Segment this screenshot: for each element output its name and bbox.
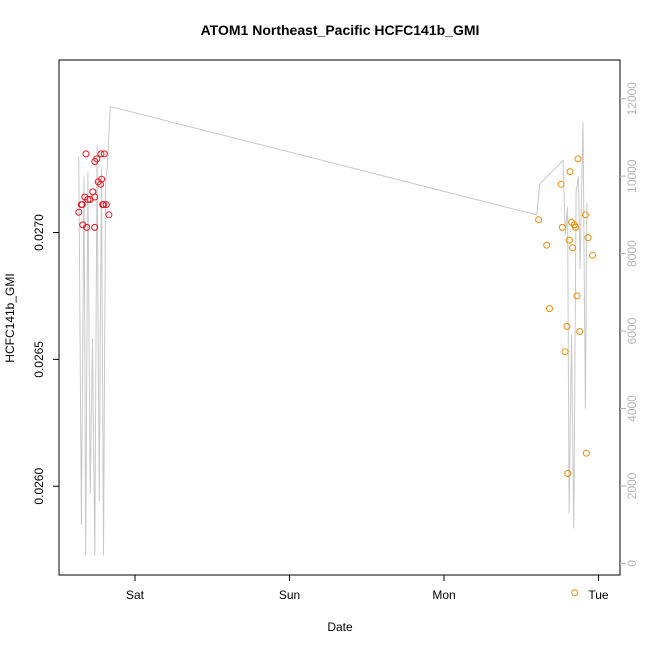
y-tick-label: 0.0260 bbox=[32, 468, 46, 505]
data-point bbox=[576, 328, 584, 335]
data-point bbox=[574, 155, 582, 163]
y2-tick-label: 6000 bbox=[625, 317, 639, 344]
y-tick-label: 0.0270 bbox=[32, 214, 46, 251]
line-series-layer bbox=[78, 105, 588, 556]
plot-box bbox=[58, 59, 621, 576]
x-tick-label: Sat bbox=[126, 588, 145, 602]
y-axis-left: 0.0260 0.0265 0.0270 bbox=[32, 214, 59, 505]
data-point bbox=[97, 180, 104, 188]
data-point bbox=[89, 188, 97, 196]
data-point bbox=[100, 150, 108, 158]
data-point bbox=[535, 216, 543, 224]
data-point bbox=[91, 223, 99, 231]
data-point bbox=[565, 236, 573, 244]
data-point bbox=[100, 201, 107, 209]
y-tick-label: 0.0265 bbox=[32, 341, 46, 378]
y-axis-label: HCFC141b_GMI bbox=[3, 273, 17, 362]
data-point bbox=[589, 251, 596, 259]
data-point bbox=[561, 348, 569, 356]
data-point bbox=[102, 201, 110, 209]
altitude-line bbox=[78, 105, 588, 556]
x-axis: Sat Sun Mon Tue bbox=[126, 575, 609, 602]
data-point bbox=[97, 150, 105, 158]
data-point bbox=[573, 292, 581, 300]
data-point bbox=[571, 589, 579, 597]
data-point bbox=[566, 168, 574, 176]
x-tick-label: Sun bbox=[279, 588, 300, 602]
chart-title: ATOM1 Northeast_Pacific HCFC141b_GMI bbox=[201, 22, 480, 38]
data-point bbox=[584, 234, 592, 242]
data-point bbox=[563, 322, 571, 330]
data-point bbox=[581, 211, 589, 219]
data-point bbox=[546, 305, 553, 313]
data-point bbox=[543, 241, 551, 249]
x-tick-label: Mon bbox=[432, 588, 455, 602]
data-point bbox=[78, 201, 86, 209]
data-point bbox=[83, 223, 91, 231]
data-point bbox=[582, 449, 590, 457]
data-point bbox=[82, 150, 90, 158]
x-tick-label: Tue bbox=[588, 588, 609, 602]
data-point bbox=[569, 244, 576, 252]
y2-tick-label: 0 bbox=[625, 560, 639, 567]
y2-tick-label: 4000 bbox=[625, 395, 639, 422]
y-axis-right: 0 2000 4000 6000 8000 10000 12000 bbox=[620, 82, 639, 567]
y2-tick-label: 10000 bbox=[625, 159, 639, 193]
data-point bbox=[98, 175, 106, 183]
data-point bbox=[564, 470, 572, 477]
points-layer bbox=[75, 150, 596, 597]
data-point bbox=[558, 223, 566, 231]
y2-tick-label: 12000 bbox=[625, 82, 639, 116]
data-point bbox=[557, 180, 565, 188]
data-point bbox=[91, 158, 99, 165]
data-point bbox=[105, 211, 113, 219]
x-axis-label: Date bbox=[327, 620, 353, 634]
data-point bbox=[572, 223, 579, 231]
y2-tick-label: 8000 bbox=[625, 240, 639, 267]
y2-tick-label: 2000 bbox=[625, 472, 639, 499]
data-point bbox=[84, 196, 92, 203]
data-point bbox=[75, 208, 83, 216]
